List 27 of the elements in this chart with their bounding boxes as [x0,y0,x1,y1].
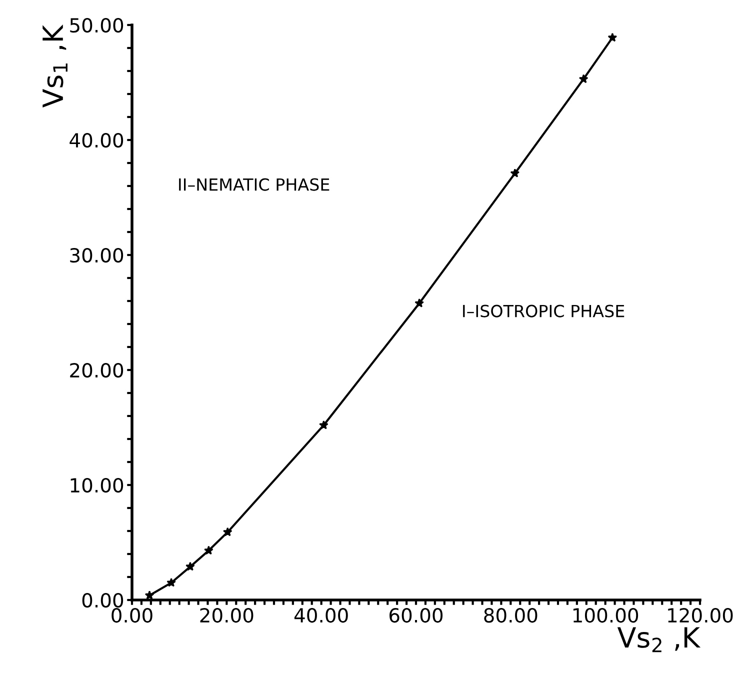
x-tick-label: 0.00 [112,608,152,623]
x-tick-label: 120.00 [668,608,733,623]
point [319,420,328,430]
x-axis-title: Vs$_{2}$ ,K [617,627,701,652]
x-tick-label: 20.00 [200,608,254,623]
x-tick-label: 80.00 [484,608,538,623]
point [166,578,176,587]
x-tick-label: 40.00 [294,608,348,623]
y-tick-label: 0.00 [82,592,124,608]
point [608,32,618,42]
x-tick-label: 60.00 [390,608,443,623]
y-tick-label: 40.00 [70,132,124,148]
y-tick-label: 30.00 [70,248,124,263]
point [578,74,588,84]
annotation: II–NEMATIC PHASE [179,178,330,191]
y-tick-label: 10.00 [70,478,124,493]
point [144,590,154,600]
point [414,298,424,308]
y-axis-title: Vs$_{1}$ ,K [42,24,68,108]
point [510,168,520,178]
y-tick-label: 50.00 [70,18,124,33]
y-tick-label: 20.00 [70,362,124,378]
point [186,562,195,571]
annotation: I–ISOTROPIC PHASE [463,304,624,318]
point [204,546,214,555]
point [222,527,232,536]
x-tick-label: 100.00 [573,608,638,623]
